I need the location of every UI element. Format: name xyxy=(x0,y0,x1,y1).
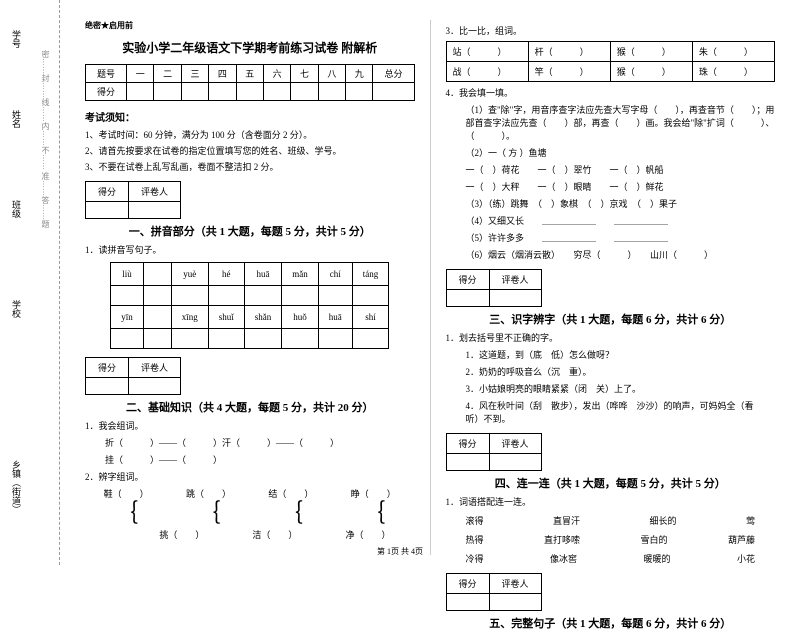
exam-page: 学号 姓名 班级 学校 乡镇（街道） 密……封……线……内……不…… 准……答…… xyxy=(0,0,800,565)
brace-row-1: 鞋（ ） 跳（ ） 结（ ） 睁（ ） xyxy=(85,487,415,500)
q2-2: 2．辨字组词。 xyxy=(85,470,415,483)
q1-1: 1．读拼音写句子。 xyxy=(85,243,415,256)
right-column: 3．比一比，组词。 站（ ）杆（ ）猴（ ）朱（ ） 战（ ）竿（ ）猴（ ）珠… xyxy=(431,20,791,555)
match-row-2: 热得直打哆嗦雪白的葫芦藤 xyxy=(446,533,776,546)
label-class: 班级 xyxy=(10,200,23,218)
brace-icon: ｛ xyxy=(361,504,385,524)
brace-row-2: 挑（ ） 洁（ ） 净（ ） xyxy=(85,528,415,541)
q3-1c: 3．小姑娘明亮的眼睛紧紧（闭 关）上了。 xyxy=(466,382,776,395)
section-score-box-1: 得分评卷人 xyxy=(85,181,181,219)
section-score-box-2: 得分评卷人 xyxy=(85,357,181,395)
page-footer: 第 1页 共 4页 xyxy=(0,546,800,557)
left-column: 绝密★启用前 实验小学二年级语文下学期考前练习试卷 附解析 题号 一 二 三 四… xyxy=(70,20,431,555)
label-id: 学号 xyxy=(10,30,23,48)
compare-table: 站（ ）杆（ ）猴（ ）朱（ ） 战（ ）竿（ ）猴（ ）珠（ ） xyxy=(446,41,776,82)
pinyin-row-2: yīnxīngshuǐshǎnhuǒhuāshí xyxy=(111,306,389,329)
notice-3: 3、不要在试卷上乱写乱画，卷面不整洁扣 2 分。 xyxy=(85,160,415,173)
notice-title: 考试须知： xyxy=(85,109,415,124)
q4: 4．我会填一填。 xyxy=(446,86,776,99)
score-summary-table: 题号 一 二 三 四 五 六 七 八 九 总分 得分 xyxy=(85,64,415,101)
q3-1b: 2．奶奶的呼吸音么（沉 重）。 xyxy=(466,365,776,378)
section-score-box-5: 得分评卷人 xyxy=(446,573,542,611)
pinyin-table: liùyuèhéhuāmǎnchítáng yīnxīngshuǐshǎnhuǒ… xyxy=(110,262,389,349)
q2-1b: 挂（ ）——（ ） xyxy=(105,453,415,466)
q3-1: 1．划去括号里不正确的字。 xyxy=(446,331,776,344)
brace-symbols: ｛ ｛ ｛ ｛ xyxy=(85,504,415,524)
q3-1a: 1．这道题，到（底 低）怎么做呀？ xyxy=(466,348,776,361)
section-1-title: 一、拼音部分（共 1 大题，每题 5 分，共计 5 分） xyxy=(85,223,415,239)
q4-2: （2）一（ 方 ）鱼塘 xyxy=(466,146,776,159)
label-school: 学校 xyxy=(10,300,23,318)
section-score-box-4: 得分评卷人 xyxy=(446,433,542,471)
q4-t: 1．词语搭配连一连。 xyxy=(446,495,776,508)
answer-row-2[interactable] xyxy=(111,329,389,349)
seal-line-text: 密……封……线……内……不…… 准……答……题 xyxy=(40,50,51,228)
q4-1: （1）查"除"字，用音序查字法应先查大写字母（ ），再查音节（ ）；用部首查字法… xyxy=(466,103,776,142)
brace-icon: ｛ xyxy=(279,504,303,524)
notice-1: 1、考试时间：60 分钟，满分为 100 分（含卷面分 2 分）。 xyxy=(85,128,415,141)
content-area: 绝密★启用前 实验小学二年级语文下学期考前练习试卷 附解析 题号 一 二 三 四… xyxy=(60,0,800,565)
q3-1d: 4．风在秋叶间（刮 散步），发出（哗哗 沙沙）的响声，可妈妈全（看 听）不到。 xyxy=(466,399,776,425)
score-value-row: 得分 xyxy=(86,83,415,101)
match-row-1: 滚得直冒汗细长的莺 xyxy=(446,514,776,527)
q4-6: （6）烟云（烟消云散） 穷尽（ ） 山川（ ） xyxy=(466,248,776,261)
q3: 3．比一比，组词。 xyxy=(446,24,776,37)
notice-2: 2、请首先按要求在试卷的指定位置填写您的姓名、班级、学号。 xyxy=(85,144,415,157)
q2-1a: 折（ ）——（ ）汗（ ）——（ ） xyxy=(105,436,415,449)
section-4-title: 四、连一连（共 1 大题，每题 5 分，共计 5 分） xyxy=(446,475,776,491)
secret-label: 绝密★启用前 xyxy=(85,20,415,31)
q4-4: （4）又细又长 ＿＿＿＿＿＿ ＿＿＿＿＿＿ xyxy=(466,214,776,227)
label-town: 乡镇（街道） xyxy=(10,460,23,514)
q4-5: （5）许许多多 ＿＿＿＿＿＿ ＿＿＿＿＿＿ xyxy=(466,231,776,244)
section-3-title: 三、识字辨字（共 1 大题，每题 6 分，共计 6 分） xyxy=(446,311,776,327)
pinyin-row-1: liùyuèhéhuāmǎnchítáng xyxy=(111,263,389,286)
score-header-row: 题号 一 二 三 四 五 六 七 八 九 总分 xyxy=(86,65,415,83)
label-name: 姓名 xyxy=(10,110,23,128)
q2-1: 1．我会组词。 xyxy=(85,419,415,432)
q4-3: （3）（练）跳舞 （ ）象棋 （ ）京戏 （ ）果子 xyxy=(466,197,776,210)
q4-2b: 一（ ）大秤 一（ ）眼睛 一（ ）鲜花 xyxy=(466,180,776,193)
section-5-title: 五、完整句子（共 1 大题，每题 6 分，共计 6 分） xyxy=(446,615,776,631)
brace-icon: ｛ xyxy=(197,504,221,524)
q4-2a: 一（ ）荷花 一（ ）翠竹 一（ ）帆船 xyxy=(466,163,776,176)
section-score-box-3: 得分评卷人 xyxy=(446,269,542,307)
brace-icon: ｛ xyxy=(114,504,138,524)
exam-title: 实验小学二年级语文下学期考前练习试卷 附解析 xyxy=(85,39,415,56)
binding-margin: 学号 姓名 班级 学校 乡镇（街道） 密……封……线……内……不…… 准……答…… xyxy=(0,0,60,565)
section-2-title: 二、基础知识（共 4 大题，每题 5 分，共计 20 分） xyxy=(85,399,415,415)
answer-row-1[interactable] xyxy=(111,286,389,306)
